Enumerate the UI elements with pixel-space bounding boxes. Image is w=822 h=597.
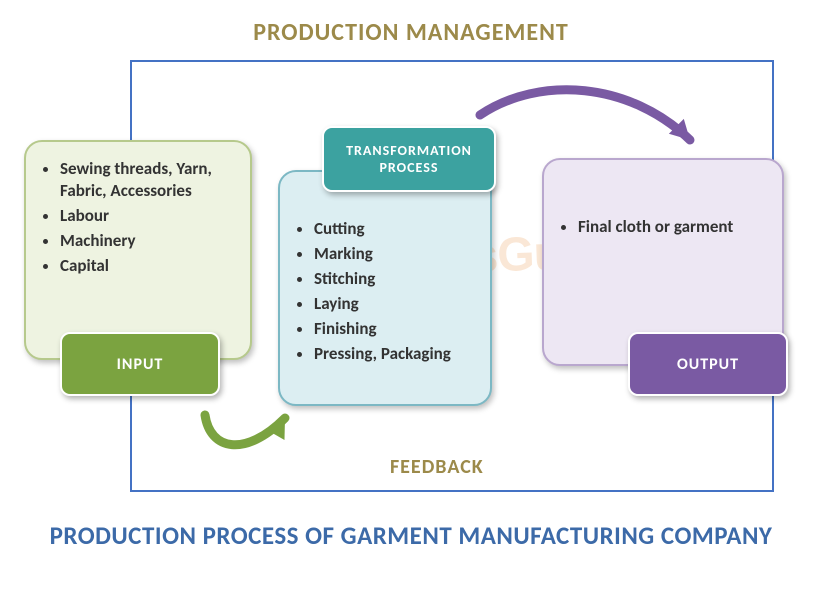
output-list: Final cloth or garment xyxy=(558,216,768,238)
list-item: Capital xyxy=(60,255,236,277)
list-item: Labour xyxy=(60,205,236,227)
transformation-panel: Cutting Marking Stitching Laying Finishi… xyxy=(278,170,492,406)
list-item: Laying xyxy=(314,293,476,315)
list-item: Cutting xyxy=(314,218,476,240)
list-item: Marking xyxy=(314,243,476,265)
list-item: Sewing threads, Yarn, Fabric, Accessorie… xyxy=(60,158,236,202)
list-item: Pressing, Packaging xyxy=(314,343,476,365)
input-label: INPUT xyxy=(60,332,220,396)
feedback-label: FEEDBACK xyxy=(390,455,484,479)
transformation-label: TRANSFORMATION PROCESS xyxy=(322,126,496,192)
list-item: Finishing xyxy=(314,318,476,340)
list-item: Machinery xyxy=(60,230,236,252)
title-top: PRODUCTION MANAGEMENT xyxy=(0,18,822,47)
list-item: Stitching xyxy=(314,268,476,290)
transformation-list: Cutting Marking Stitching Laying Finishi… xyxy=(294,218,476,366)
input-list: Sewing threads, Yarn, Fabric, Accessorie… xyxy=(40,158,236,277)
input-panel: Sewing threads, Yarn, Fabric, Accessorie… xyxy=(24,140,252,360)
output-label: OUTPUT xyxy=(628,332,788,396)
title-bottom: PRODUCTION PROCESS OF GARMENT MANUFACTUR… xyxy=(0,520,822,551)
list-item: Final cloth or garment xyxy=(578,216,768,238)
